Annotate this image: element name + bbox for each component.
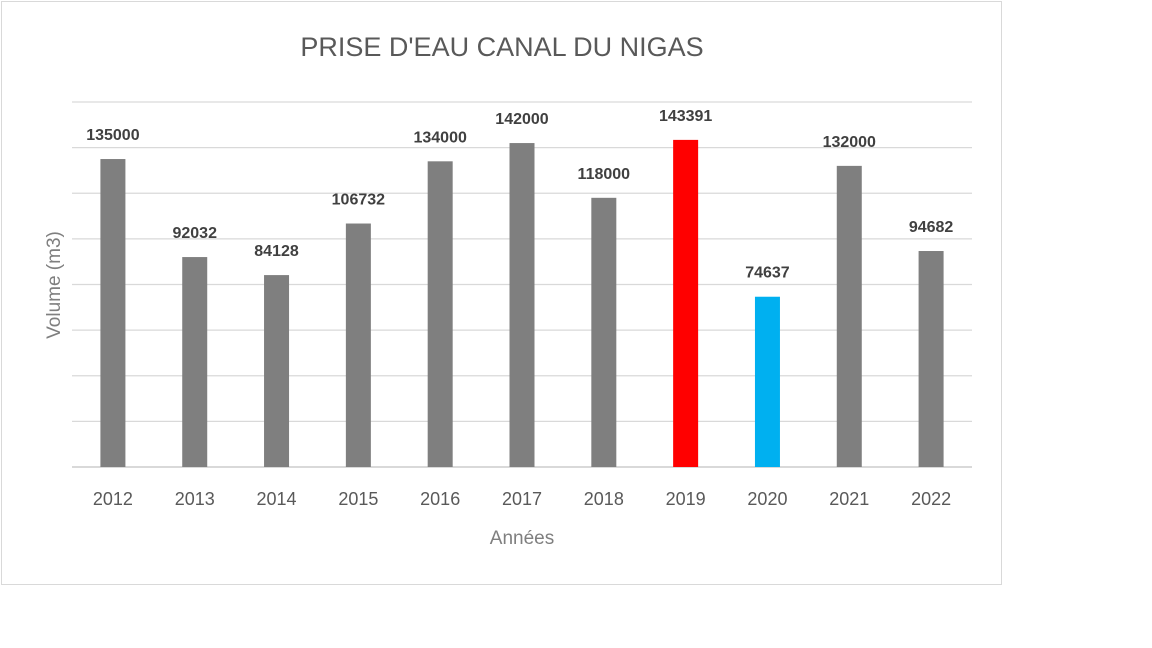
x-axis-tick-labels: 2012 2013 2014 2015 2016 2017 2018 2019 2020 2021… <box>93 489 951 509</box>
x-tick-label-2013: 2013 <box>175 489 215 509</box>
x-tick-label-2012: 2012 <box>93 489 133 509</box>
data-label-2013: 92032 <box>172 225 217 242</box>
bars <box>100 139 944 467</box>
x-axis-title: Années <box>490 528 554 549</box>
x-tick-label-2016: 2016 <box>420 489 460 509</box>
bar-2012 <box>100 159 126 467</box>
data-label-2020: 74637 <box>745 265 790 282</box>
data-labels: 135000 92032 84128 106732 134000 142000 118000… <box>86 108 953 282</box>
bar-2020 <box>754 296 780 467</box>
data-label-2012: 135000 <box>86 127 139 144</box>
data-label-2018: 118000 <box>578 166 631 183</box>
x-tick-label-2019: 2019 <box>666 489 706 509</box>
bar-2016 <box>427 161 453 467</box>
x-tick-label-2020: 2020 <box>747 489 787 509</box>
x-tick-label-2015: 2015 <box>338 489 378 509</box>
bar-2019 <box>673 139 699 467</box>
data-label-2022: 94682 <box>909 219 954 236</box>
data-label-2017: 142000 <box>495 111 548 128</box>
chart-title: PRISE D'EAU CANAL DU NIGAS <box>300 32 703 62</box>
bar-2022 <box>918 251 944 467</box>
x-tick-label-2017: 2017 <box>502 489 542 509</box>
bar-2021 <box>836 165 862 467</box>
x-tick-label-2018: 2018 <box>584 489 624 509</box>
bar-2017 <box>509 143 535 467</box>
data-label-2014: 84128 <box>254 243 299 260</box>
data-label-2019: 143391 <box>659 108 712 125</box>
bar-2013 <box>182 257 208 467</box>
data-label-2021: 132000 <box>823 134 876 151</box>
y-axis-title: Volume (m3) <box>44 231 65 339</box>
bar-2018 <box>591 197 617 467</box>
bar-2014 <box>264 275 290 467</box>
x-tick-label-2014: 2014 <box>257 489 297 509</box>
x-tick-label-2021: 2021 <box>829 489 869 509</box>
data-label-2016: 134000 <box>413 129 466 146</box>
x-tick-label-2022: 2022 <box>911 489 951 509</box>
chart-area: PRISE D'EAU CANAL DU NIGAS 135000 92032 84… <box>1 1 1002 585</box>
chart-svg: PRISE D'EAU CANAL DU NIGAS 135000 92032 84… <box>44 32 972 549</box>
bar-2015 <box>345 223 371 467</box>
data-label-2015: 106732 <box>332 192 385 209</box>
